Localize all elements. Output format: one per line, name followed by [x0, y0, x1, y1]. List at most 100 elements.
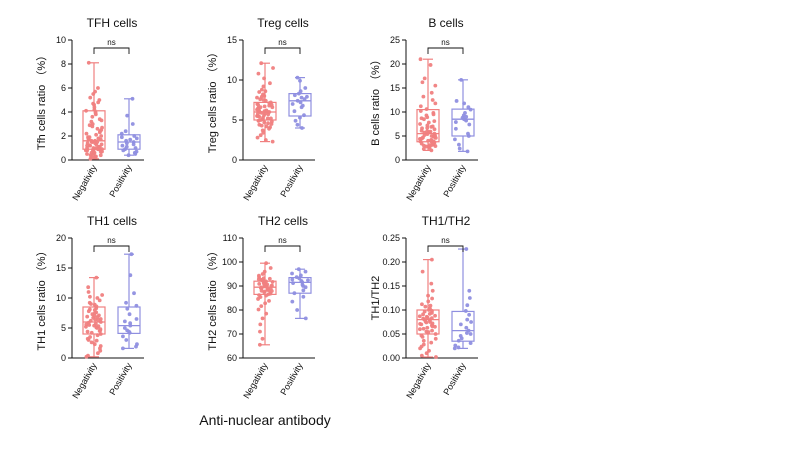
data-point: [424, 351, 429, 356]
category-label-positivity: Positivity: [278, 361, 305, 397]
y-tick-label: 110: [223, 233, 237, 243]
shared-x-axis-label: Anti-nuclear antibody: [199, 412, 331, 428]
data-point: [468, 332, 473, 336]
data-point: [256, 307, 261, 312]
data-point: [271, 66, 275, 70]
data-point: [453, 343, 458, 348]
data-point: [263, 89, 268, 94]
data-point: [261, 84, 266, 89]
y-tick-label: 8: [61, 59, 66, 69]
data-point: [86, 290, 91, 294]
data-point: [269, 284, 274, 288]
data-point: [303, 316, 308, 321]
data-point: [290, 102, 295, 106]
data-point: [456, 338, 461, 343]
data-point: [295, 308, 300, 312]
data-point: [88, 156, 93, 161]
data-point: [123, 129, 128, 134]
data-point: [97, 298, 102, 303]
data-point: [424, 329, 429, 334]
data-point: [428, 63, 433, 67]
data-point: [425, 315, 430, 320]
data-point: [95, 126, 100, 131]
data-point: [132, 291, 136, 296]
data-point: [463, 309, 468, 313]
y-tick-label: 0.10: [382, 305, 400, 315]
y-tick-label: 0: [61, 155, 66, 165]
significance-label: ns: [441, 38, 449, 47]
data-point: [421, 312, 425, 317]
data-point: [94, 132, 99, 137]
data-point: [95, 351, 100, 356]
data-point: [420, 136, 424, 141]
data-point: [300, 103, 305, 108]
series-positivity: [451, 77, 475, 154]
data-point: [423, 304, 428, 309]
data-point: [95, 296, 100, 300]
data-point: [257, 293, 261, 298]
data-point: [419, 116, 424, 121]
data-point: [427, 130, 431, 135]
data-point: [301, 284, 305, 288]
y-tick-label: 20: [390, 59, 400, 69]
data-point: [99, 128, 104, 132]
data-point: [85, 314, 90, 319]
series-negativity: [82, 60, 106, 161]
data-point: [99, 134, 104, 138]
y-tick-label: 10: [56, 293, 66, 303]
data-point: [96, 86, 100, 90]
data-point: [266, 121, 270, 126]
data-point: [467, 122, 472, 127]
y-axis-label: B cells ratio （%）: [369, 54, 382, 146]
data-point: [84, 354, 89, 359]
iqr-box: [451, 108, 475, 137]
data-point: [269, 289, 274, 293]
data-point: [430, 328, 434, 333]
data-point: [89, 330, 94, 335]
data-point: [268, 81, 272, 86]
data-point: [261, 98, 266, 102]
panel-title: TH2 cells: [258, 214, 308, 228]
data-point: [260, 336, 265, 341]
data-point: [122, 326, 127, 330]
significance-bracket: [427, 245, 464, 252]
data-point: [269, 102, 274, 107]
data-point: [262, 290, 267, 295]
data-point: [125, 113, 130, 118]
data-point: [419, 353, 424, 358]
data-point: [85, 329, 90, 334]
data-point: [433, 324, 437, 329]
panel-title: TFH cells: [87, 16, 138, 30]
significance-bracket: [264, 245, 301, 252]
data-point: [301, 294, 306, 299]
data-point: [429, 281, 434, 286]
data-point: [422, 309, 427, 314]
data-point: [86, 285, 91, 290]
data-point: [92, 150, 97, 155]
category-label-positivity: Positivity: [107, 163, 134, 199]
data-point: [452, 346, 457, 351]
data-point: [290, 271, 294, 276]
data-point: [263, 301, 268, 306]
data-point: [424, 107, 429, 112]
data-point: [469, 320, 473, 324]
data-point: [93, 311, 97, 315]
data-point: [430, 288, 435, 293]
panel-1: TFH cells Tfh cells ratio （%） 0 2 4 6 8 10 Negat…: [35, 16, 144, 202]
data-point: [122, 319, 127, 324]
data-point: [427, 308, 431, 312]
series-positivity: [288, 75, 312, 130]
data-point: [257, 281, 262, 286]
data-point: [295, 122, 300, 127]
data-point: [93, 111, 98, 116]
data-point: [418, 122, 422, 126]
data-point: [259, 286, 263, 291]
data-point: [98, 153, 103, 158]
y-tick-label: 6: [61, 83, 66, 93]
data-point: [426, 120, 431, 125]
data-point: [417, 314, 422, 319]
significance-bracket: [93, 47, 130, 54]
iqr-box: [82, 306, 106, 335]
data-point: [91, 101, 96, 106]
